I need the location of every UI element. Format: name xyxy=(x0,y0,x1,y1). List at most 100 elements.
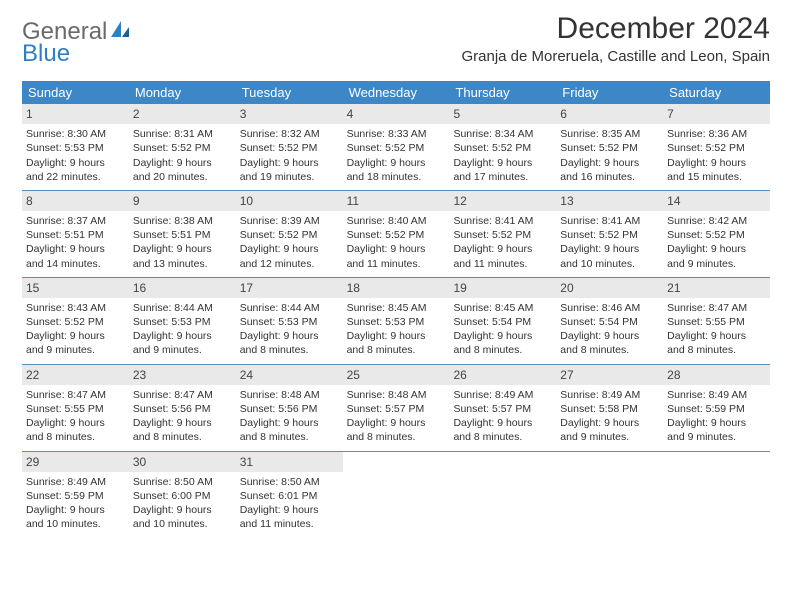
daynum-row: 15 xyxy=(22,278,129,298)
location-text: Granja de Moreruela, Castille and Leon, … xyxy=(461,48,770,65)
calendar-cell xyxy=(556,452,663,538)
daynum-row: 13 xyxy=(556,191,663,211)
daylight-text: Daylight: 9 hours and 11 minutes. xyxy=(240,503,339,531)
day-number: 26 xyxy=(453,368,466,382)
sunrise-text: Sunrise: 8:40 AM xyxy=(347,214,446,228)
day-number: 8 xyxy=(26,194,33,208)
sunrise-text: Sunrise: 8:48 AM xyxy=(347,388,446,402)
daylight-text: Daylight: 9 hours and 11 minutes. xyxy=(347,242,446,270)
calendar-cell xyxy=(343,452,450,538)
daylight-text: Daylight: 9 hours and 19 minutes. xyxy=(240,156,339,184)
sunrise-text: Sunrise: 8:34 AM xyxy=(453,127,552,141)
sunrise-text: Sunrise: 8:33 AM xyxy=(347,127,446,141)
day-number: 5 xyxy=(453,107,460,121)
sunset-text: Sunset: 5:55 PM xyxy=(26,402,125,416)
daynum-row: 29 xyxy=(22,452,129,472)
calendar-cell: 24Sunrise: 8:48 AMSunset: 5:56 PMDayligh… xyxy=(236,365,343,451)
daylight-text: Daylight: 9 hours and 8 minutes. xyxy=(560,329,659,357)
calendar-cell: 22Sunrise: 8:47 AMSunset: 5:55 PMDayligh… xyxy=(22,365,129,451)
day-header: Thursday xyxy=(449,81,556,104)
calendar-cell: 2Sunrise: 8:31 AMSunset: 5:52 PMDaylight… xyxy=(129,104,236,190)
sunset-text: Sunset: 5:51 PM xyxy=(133,228,232,242)
logo-sail-icon xyxy=(109,18,131,46)
daynum-row: 11 xyxy=(343,191,450,211)
calendar-cell: 19 Sunrise: 8:45 AMSunset: 5:54 PMDayligh… xyxy=(449,278,556,364)
daynum-row: 1 xyxy=(22,104,129,124)
day-number: 30 xyxy=(133,455,146,469)
sunrise-text: Sunrise: 8:49 AM xyxy=(453,388,552,402)
day-number: 21 xyxy=(667,281,680,295)
calendar-cell: 20Sunrise: 8:46 AMSunset: 5:54 PMDayligh… xyxy=(556,278,663,364)
daynum-row: 21 xyxy=(663,278,770,298)
day-number: 24 xyxy=(240,368,253,382)
day-number: 20 xyxy=(560,281,573,295)
daynum-row: 7 xyxy=(663,104,770,124)
calendar-cell: 28Sunrise: 8:49 AMSunset: 5:59 PMDayligh… xyxy=(663,365,770,451)
calendar-cell: 27Sunrise: 8:49 AMSunset: 5:58 PMDayligh… xyxy=(556,365,663,451)
sunrise-text: Sunrise: 8:35 AM xyxy=(560,127,659,141)
day-number: 2 xyxy=(133,107,140,121)
day-number: 1 xyxy=(26,107,33,121)
calendar-cell: 15Sunrise: 8:43 AMSunset: 5:52 PMDayligh… xyxy=(22,278,129,364)
calendar-cell: 9Sunrise: 8:38 AMSunset: 5:51 PMDaylight… xyxy=(129,191,236,277)
calendar-cell: 25Sunrise: 8:48 AMSunset: 5:57 PMDayligh… xyxy=(343,365,450,451)
logo-line2: Blue xyxy=(22,40,70,68)
daylight-text: Daylight: 9 hours and 9 minutes. xyxy=(667,242,766,270)
daynum-row: 19 xyxy=(449,278,556,298)
daylight-text: Daylight: 9 hours and 16 minutes. xyxy=(560,156,659,184)
daylight-text: Daylight: 9 hours and 8 minutes. xyxy=(133,416,232,444)
sunrise-text: Sunrise: 8:44 AM xyxy=(133,301,232,315)
daylight-text: Daylight: 9 hours and 20 minutes. xyxy=(133,156,232,184)
calendar: SundayMondayTuesdayWednesdayThursdayFrid… xyxy=(22,81,770,537)
day-number: 14 xyxy=(667,194,680,208)
calendar-week: 15Sunrise: 8:43 AMSunset: 5:52 PMDayligh… xyxy=(22,278,770,365)
daynum-row: 24 xyxy=(236,365,343,385)
day-number: 19 xyxy=(453,281,466,295)
calendar-cell: 4Sunrise: 8:33 AMSunset: 5:52 PMDaylight… xyxy=(343,104,450,190)
sunset-text: Sunset: 5:53 PM xyxy=(240,315,339,329)
daynum-row: 31 xyxy=(236,452,343,472)
calendar-cell: 30Sunrise: 8:50 AMSunset: 6:00 PMDayligh… xyxy=(129,452,236,538)
daynum-row: 18 xyxy=(343,278,450,298)
sunset-text: Sunset: 5:52 PM xyxy=(26,315,125,329)
day-header: Saturday xyxy=(663,81,770,104)
daylight-text: Daylight: 9 hours and 8 minutes. xyxy=(347,329,446,357)
calendar-cell: 8Sunrise: 8:37 AMSunset: 5:51 PMDaylight… xyxy=(22,191,129,277)
sunset-text: Sunset: 5:53 PM xyxy=(26,141,125,155)
day-number: 16 xyxy=(133,281,146,295)
sunset-text: Sunset: 5:54 PM xyxy=(453,315,552,329)
calendar-cell: 14Sunrise: 8:42 AMSunset: 5:52 PMDayligh… xyxy=(663,191,770,277)
sunrise-text: Sunrise: 8:45 AM xyxy=(347,301,446,315)
daylight-text: Daylight: 9 hours and 8 minutes. xyxy=(240,329,339,357)
calendar-cell: 6Sunrise: 8:35 AMSunset: 5:52 PMDaylight… xyxy=(556,104,663,190)
daynum-row: 12 xyxy=(449,191,556,211)
calendar-cell: 13Sunrise: 8:41 AMSunset: 5:52 PMDayligh… xyxy=(556,191,663,277)
calendar-cell: 26Sunrise: 8:49 AMSunset: 5:57 PMDayligh… xyxy=(449,365,556,451)
day-number: 28 xyxy=(667,368,680,382)
sunrise-text: Sunrise: 8:45 AM xyxy=(453,301,552,315)
daynum-row: 23 xyxy=(129,365,236,385)
sunset-text: Sunset: 5:52 PM xyxy=(667,228,766,242)
sunrise-text: Sunrise: 8:50 AM xyxy=(133,475,232,489)
daylight-text: Daylight: 9 hours and 8 minutes. xyxy=(240,416,339,444)
daylight-text: Daylight: 9 hours and 8 minutes. xyxy=(453,329,552,357)
sunset-text: Sunset: 5:52 PM xyxy=(240,141,339,155)
daynum-row: 6 xyxy=(556,104,663,124)
calendar-cell: 11Sunrise: 8:40 AMSunset: 5:52 PMDayligh… xyxy=(343,191,450,277)
calendar-cell: 31Sunrise: 8:50 AMSunset: 6:01 PMDayligh… xyxy=(236,452,343,538)
day-header: Tuesday xyxy=(236,81,343,104)
sunset-text: Sunset: 5:52 PM xyxy=(667,141,766,155)
calendar-week: 22Sunrise: 8:47 AMSunset: 5:55 PMDayligh… xyxy=(22,365,770,452)
calendar-cell xyxy=(663,452,770,538)
month-title: December 2024 xyxy=(461,12,770,46)
daylight-text: Daylight: 9 hours and 22 minutes. xyxy=(26,156,125,184)
calendar-cell: 29Sunrise: 8:49 AMSunset: 5:59 PMDayligh… xyxy=(22,452,129,538)
day-number: 31 xyxy=(240,455,253,469)
day-number: 25 xyxy=(347,368,360,382)
sunrise-text: Sunrise: 8:47 AM xyxy=(26,388,125,402)
daylight-text: Daylight: 9 hours and 8 minutes. xyxy=(347,416,446,444)
calendar-cell: 17Sunrise: 8:44 AMSunset: 5:53 PMDayligh… xyxy=(236,278,343,364)
sunrise-text: Sunrise: 8:39 AM xyxy=(240,214,339,228)
daynum-row: 9 xyxy=(129,191,236,211)
day-header-row: SundayMondayTuesdayWednesdayThursdayFrid… xyxy=(22,81,770,104)
